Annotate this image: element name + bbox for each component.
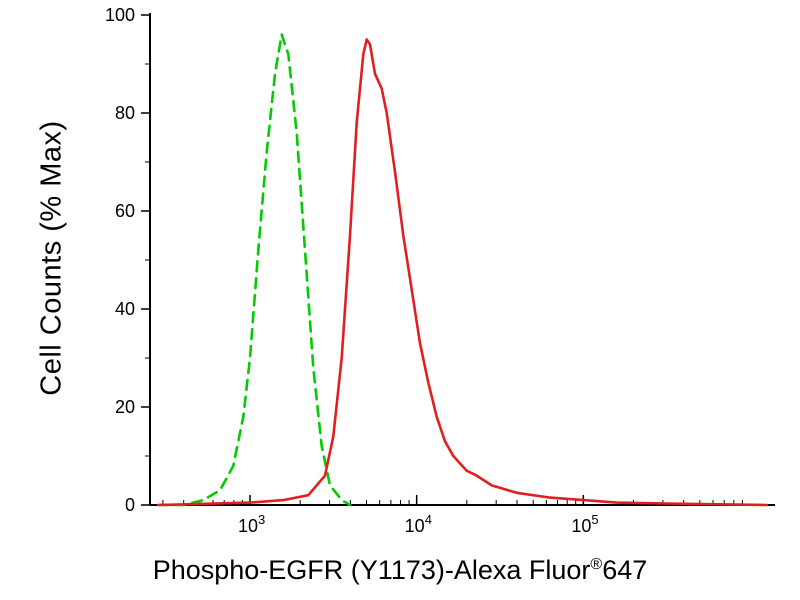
y-tick-label: 20 xyxy=(115,397,135,417)
y-tick-label: 0 xyxy=(125,495,135,515)
x-axis-label: Phospho-EGFR (Y1173)-Alexa Fluor®647 xyxy=(0,555,800,586)
x-tick-label: 104 xyxy=(405,512,432,536)
y-axis-label: Cell Counts (% Max) xyxy=(35,120,68,396)
registered-trademark-symbol: ® xyxy=(590,556,603,573)
y-tick-label: 40 xyxy=(115,299,135,319)
x-axis-label-text: Phospho-EGFR (Y1173)-Alexa Fluor xyxy=(152,555,591,585)
x-tick-label: 105 xyxy=(571,512,598,536)
y-tick-label: 80 xyxy=(115,103,135,123)
x-axis-label-suffix: 647 xyxy=(602,555,648,585)
x-tick-label: 103 xyxy=(238,512,265,536)
y-tick-label: 100 xyxy=(105,5,135,25)
series-stimulated-red-solid xyxy=(157,38,768,507)
y-tick-label: 60 xyxy=(115,201,135,221)
series-control-green-dashed xyxy=(157,33,352,507)
